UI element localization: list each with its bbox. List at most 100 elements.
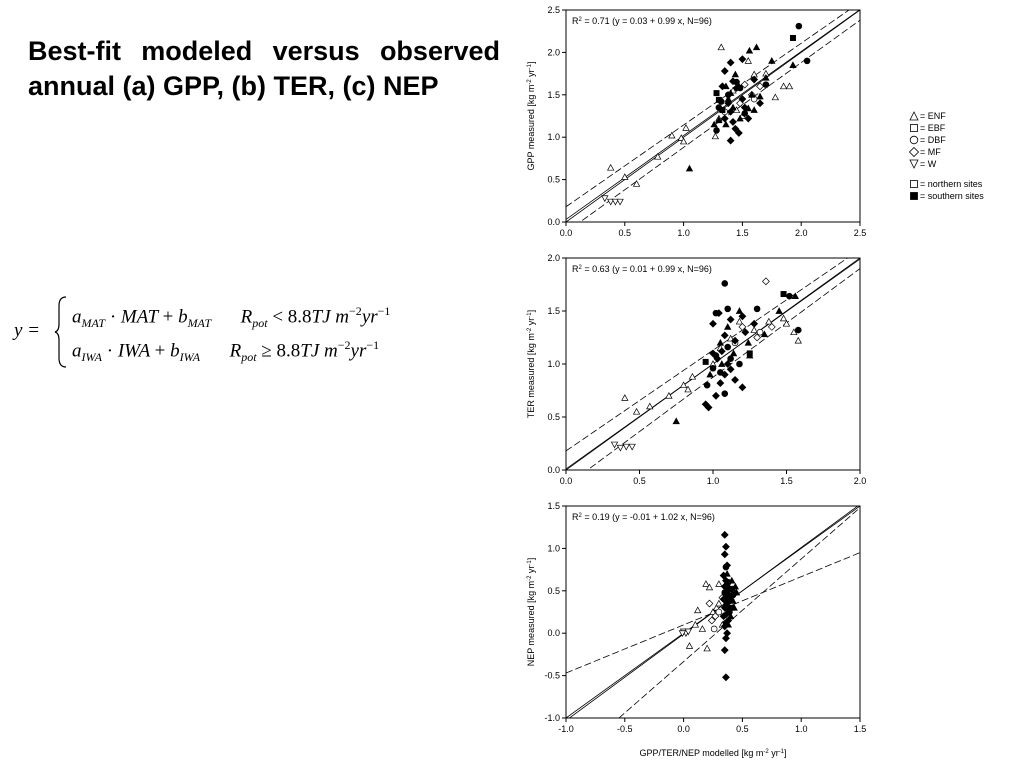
formula-unit-m-exp: −2 [337, 338, 351, 352]
data-point [707, 616, 716, 625]
data-point [723, 570, 731, 577]
data-point [601, 195, 609, 203]
x-tick-label: 0.0 [677, 724, 690, 734]
formula-row-mat: aMAT · MAT + bMAT Rpot < 8.8TJ m−2yr−1 [72, 304, 391, 331]
formula-unit-yr-exp: −1 [377, 304, 391, 318]
chart-gpp-frame [565, 9, 861, 223]
data-point [794, 336, 802, 344]
data-point [786, 292, 793, 300]
data-point [703, 644, 711, 652]
data-point [606, 198, 615, 206]
data-point [698, 625, 707, 632]
data-point [717, 43, 725, 51]
legend-item-ebf: = EBF [908, 122, 1018, 134]
formula-unit-tj: TJ [311, 306, 331, 328]
data-point [738, 55, 747, 64]
data-point [720, 114, 729, 123]
data-point [722, 542, 730, 551]
formula-cond-sub: pot [252, 316, 268, 331]
data-point [765, 317, 773, 325]
y-tick-label: 2.5 [547, 5, 560, 15]
y-tick-label: 1.0 [547, 359, 560, 369]
formula-threshold: 8.8 [287, 306, 312, 328]
x-tick-label: 1.5 [854, 724, 867, 734]
formula-coef-sub: IWA [81, 350, 102, 365]
data-point [723, 360, 732, 368]
data-point [720, 646, 729, 655]
x-tick-label: 0.0 [560, 228, 573, 238]
data-point [721, 390, 729, 397]
data-point [731, 336, 739, 345]
data-point [768, 57, 776, 64]
y-tick-label: 0.5 [547, 586, 560, 596]
data-point [718, 360, 726, 367]
data-point [711, 132, 720, 140]
data-point [710, 625, 718, 633]
data-point [753, 333, 762, 342]
data-point [720, 550, 729, 559]
data-point [722, 563, 730, 571]
x-tick-label: 1.5 [736, 228, 749, 238]
data-point [710, 120, 718, 128]
data-point [716, 338, 725, 346]
formula-unit-m: m [335, 306, 350, 328]
data-point [685, 642, 694, 649]
chart-gpp-lines [566, 10, 860, 222]
data-point [738, 322, 747, 331]
data-point [741, 110, 749, 117]
fit-line [566, 10, 860, 220]
data-point [775, 307, 783, 314]
legend-item-northern: = northern sites [908, 178, 1018, 190]
y-tick-label: 2.0 [547, 47, 560, 57]
x-tick-label: 0.5 [633, 476, 646, 486]
data-point [746, 351, 754, 359]
chart-gpp-annotation: R2 = 0.71 (y = 0.03 + 0.99 x, N=96) [572, 16, 712, 26]
data-point [735, 307, 744, 314]
data-point [715, 116, 723, 124]
data-point [791, 292, 800, 299]
data-point [722, 120, 730, 128]
data-point [744, 114, 753, 123]
data-point [736, 114, 744, 122]
legend-label: = southern sites [920, 191, 984, 201]
formula-coef-sub: MAT [81, 316, 106, 331]
data-point [702, 580, 710, 587]
legend-item-enf: = ENF [908, 110, 1018, 122]
formula-unit-m-exp: −2 [349, 304, 362, 318]
x-tick-label: 1.5 [780, 476, 793, 486]
x-tick-label: 2.0 [795, 228, 808, 238]
data-point [744, 57, 752, 64]
x-tick-label: -1.0 [558, 724, 574, 734]
data-point [779, 314, 788, 322]
data-point [716, 379, 725, 387]
data-point [724, 582, 731, 589]
data-point [738, 312, 747, 321]
data-point [684, 628, 692, 636]
legend-item-w: = W [908, 158, 1018, 170]
data-point [718, 82, 727, 91]
square-icon [910, 124, 918, 132]
data-point [632, 180, 641, 187]
formula-unit-tj: TJ [300, 340, 320, 362]
triangle-up-icon [909, 111, 919, 121]
chart-nep-points [678, 530, 741, 682]
x-tick-label: 0.0 [560, 476, 573, 486]
y-tick-label: 1.0 [547, 132, 560, 142]
data-point [717, 98, 725, 105]
diamond-icon [908, 146, 920, 158]
data-point [736, 360, 743, 368]
data-point [729, 597, 737, 604]
x-tick-label: -0.5 [617, 724, 633, 734]
data-point [724, 305, 731, 313]
x-tick-label: 0.5 [736, 724, 749, 734]
data-point [679, 137, 688, 145]
data-point [691, 620, 700, 628]
data-point [738, 95, 747, 103]
formula-unit-yr: yr [361, 306, 378, 328]
filled-square-icon [910, 192, 918, 200]
data-point [731, 124, 740, 133]
data-point [771, 93, 780, 101]
data-point [756, 92, 764, 100]
data-point [745, 46, 754, 54]
data-point [762, 81, 770, 88]
